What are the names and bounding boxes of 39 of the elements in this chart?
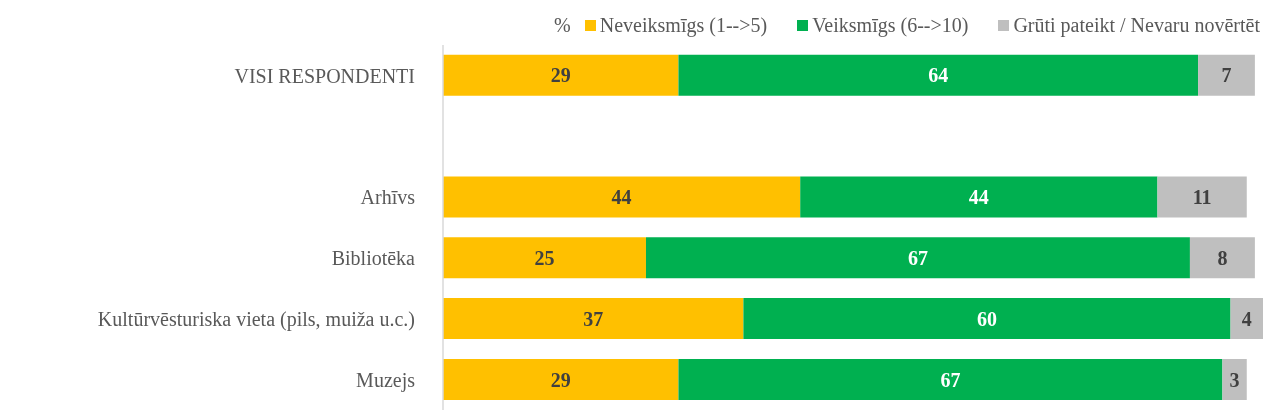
bar [1189, 237, 1255, 279]
bar [1157, 176, 1247, 218]
y-tick-label: VISI RESPONDENTI [234, 64, 415, 87]
bar [1222, 358, 1247, 400]
bar [443, 54, 679, 96]
data-label: 29 [550, 64, 571, 87]
bar [443, 298, 744, 340]
y-tick-label: Kultūrvēsturiska vieta (pils, muiža u.c.) [97, 307, 415, 331]
y-tick-label: Muzejs [356, 368, 416, 392]
data-label: 67 [940, 368, 961, 391]
bar [1230, 298, 1263, 340]
legend-label: Grūti pateikt / Nevaru novērtēt [1013, 14, 1260, 37]
data-label: 37 [583, 307, 604, 330]
legend-label: Veiksmīgs (6-->10) [812, 14, 969, 37]
y-tick-label: Bibliotēka [331, 247, 416, 270]
legend-label: Neveiksmīgs (1-->5) [599, 14, 768, 37]
legend-title: % [554, 14, 571, 37]
data-label: 44 [611, 186, 632, 208]
data-label: 25 [534, 246, 555, 269]
bar [678, 358, 1223, 400]
bar [443, 237, 646, 279]
data-label: 29 [550, 368, 571, 391]
data-label: 4 [1241, 307, 1252, 330]
bar [645, 237, 1190, 279]
data-label: 67 [907, 246, 928, 269]
bar [800, 176, 1158, 218]
data-label: 44 [968, 186, 989, 208]
bar [443, 176, 801, 218]
data-label: 11 [1192, 186, 1212, 208]
data-label: 8 [1217, 246, 1228, 269]
data-label: 64 [928, 64, 949, 87]
data-label: 60 [976, 307, 997, 330]
data-label: 7 [1221, 64, 1232, 87]
bar [1198, 54, 1255, 96]
bar [678, 54, 1199, 96]
data-label: 3 [1229, 368, 1240, 391]
y-tick-label: Arhīvs [360, 186, 416, 209]
bar [443, 358, 679, 400]
bar [743, 298, 1231, 340]
